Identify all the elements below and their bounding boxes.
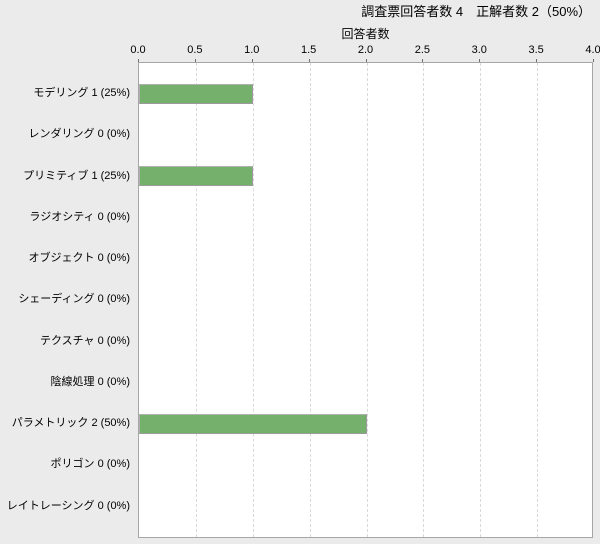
x-axis-tick-label: 0.5 <box>187 44 203 56</box>
x-axis-tick-label: 3.5 <box>528 44 544 56</box>
x-axis-tick-label: 1.0 <box>244 44 260 56</box>
vertical-gridline <box>537 63 539 537</box>
x-axis-tick-label: 1.5 <box>300 44 317 56</box>
vertical-gridline <box>366 63 368 537</box>
category-label: ラジオシティ 0 (0%) <box>29 210 130 223</box>
x-axis-tick-mark <box>365 59 367 62</box>
plot-area <box>138 62 593 538</box>
x-axis-tick-label: 3.0 <box>471 44 487 56</box>
vertical-gridline <box>423 63 425 537</box>
x-axis-tick-label: 0.0 <box>130 44 146 56</box>
vertical-gridline <box>252 63 254 537</box>
x-axis-tick-mark <box>593 59 594 62</box>
category-label: レイトレーシング 0 (0%) <box>6 499 130 512</box>
x-axis-tick-label: 2.0 <box>357 44 374 56</box>
x-axis-tick-mark <box>479 59 481 62</box>
category-label: パラメトリック 2 (50%) <box>11 417 130 430</box>
category-label: 陰線処理 0 (0%) <box>50 375 130 388</box>
x-axis-tick-label: 4.0 <box>585 44 600 56</box>
category-label: モデリング 1 (25%) <box>33 87 130 99</box>
bar-0 <box>139 83 253 104</box>
vertical-gridline <box>480 63 482 537</box>
x-axis-tick-label: 2.5 <box>414 44 431 56</box>
x-axis-title: 回答者数 <box>341 27 390 41</box>
category-label: プリミティブ 1 (25%) <box>23 169 130 182</box>
vertical-gridline <box>195 63 197 537</box>
bar-2 <box>139 166 253 187</box>
category-label: シェーディング 0 (0%) <box>18 293 130 306</box>
x-axis-tick-mark <box>308 59 310 62</box>
x-axis-tick-mark <box>251 59 253 62</box>
x-axis-tick-mark <box>138 59 139 62</box>
vertical-gridline <box>309 63 311 537</box>
x-axis-tick-mark <box>536 59 538 62</box>
x-axis-tick-mark <box>194 59 196 62</box>
x-axis-tick-mark <box>422 59 424 62</box>
category-label: オブジェクト 0 (0%) <box>28 252 130 265</box>
chart-title: 調査票回答者数 4 正解者数 2（50%） <box>361 4 591 19</box>
category-label: テクスチャ 0 (0%) <box>39 334 130 347</box>
category-label: ポリゴン 0 (0%) <box>50 458 130 471</box>
category-label: レンダリング 0 (0%) <box>28 128 130 141</box>
bar-8 <box>139 413 367 434</box>
